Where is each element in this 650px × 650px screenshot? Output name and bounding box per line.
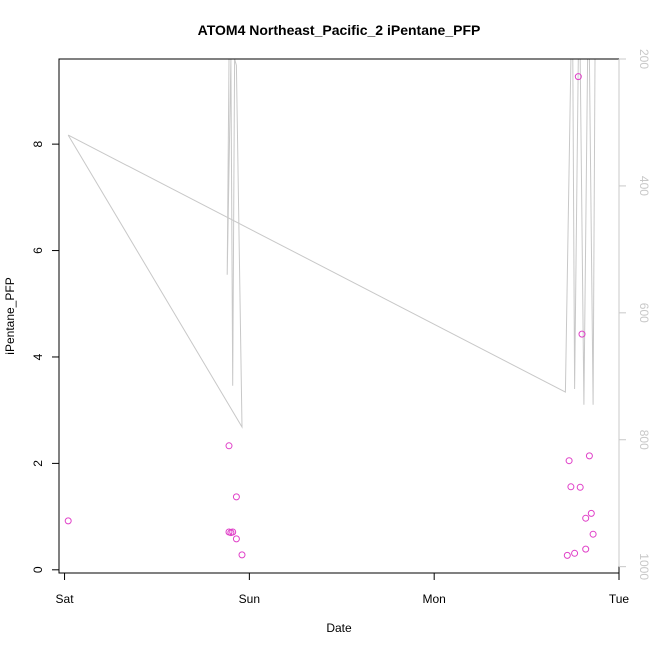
y2-tick-label-2: 600 [637, 303, 650, 323]
y-tick-label-3: 6 [31, 247, 45, 254]
y2-tick-label-4: 1000 [637, 553, 650, 580]
x-axis-label: Date [326, 621, 352, 635]
series-lines [67, 58, 596, 429]
data-point-14 [576, 483, 584, 491]
series-line-1 [67, 58, 243, 429]
plot-frame [58, 58, 620, 574]
series-line-2 [67, 58, 596, 405]
y-axis: 0 2 4 6 8 [31, 140, 60, 573]
y-tick-label-2: 4 [31, 353, 45, 360]
data-point-16 [585, 452, 593, 460]
data-point-6 [232, 535, 240, 543]
series-points [64, 73, 597, 559]
y2-tick-label-1: 400 [637, 176, 650, 196]
x-tick-label-2: Mon [423, 592, 446, 606]
x-axis: Sat Sun Mon Tue [56, 572, 630, 606]
data-point-15 [582, 545, 590, 553]
y2-tick-label-0: 200 [637, 49, 650, 69]
y-tick-label-4: 8 [31, 140, 45, 147]
data-point-1 [225, 442, 233, 450]
x-tick-label-0: Sat [56, 592, 75, 606]
data-point-8 [563, 551, 571, 559]
y-axis-label: iPentane_PFP [3, 277, 17, 354]
data-point-0 [64, 517, 72, 525]
data-point-7 [238, 551, 246, 559]
data-point-2 [232, 493, 240, 501]
data-point-17 [582, 514, 590, 522]
data-point-13 [578, 330, 586, 338]
data-point-19 [589, 530, 597, 538]
data-point-10 [565, 457, 573, 465]
y2-tick-label-3: 800 [637, 430, 650, 450]
data-point-9 [571, 549, 579, 557]
y2-axis: 200 400 600 800 1000 [618, 49, 650, 580]
data-point-12 [574, 73, 582, 81]
chart-title: ATOM4 Northeast_Pacific_2 iPentane_PFP [198, 22, 481, 38]
y-tick-label-1: 2 [31, 460, 45, 467]
data-point-5 [229, 528, 237, 536]
x-tick-label-3: Tue [609, 592, 630, 606]
data-point-11 [567, 483, 575, 491]
y-tick-label-0: 0 [31, 566, 45, 573]
data-point-18 [587, 509, 595, 517]
x-tick-label-1: Sun [239, 592, 260, 606]
